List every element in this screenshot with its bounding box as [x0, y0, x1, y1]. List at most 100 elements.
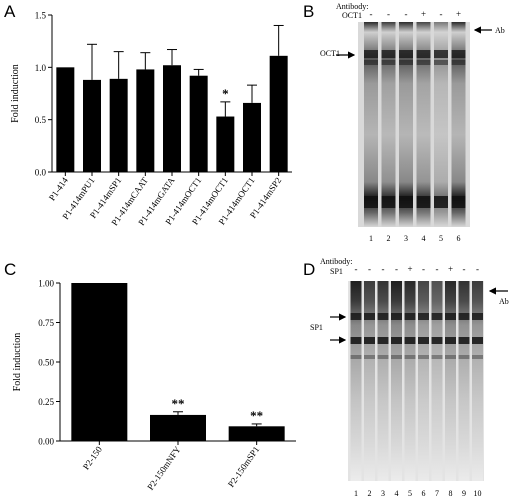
ab-label: Ab — [495, 26, 505, 35]
lane-sign: - — [405, 9, 408, 19]
lane-number: 1 — [354, 489, 358, 498]
lane-sign: - — [395, 264, 398, 274]
gel-lane — [377, 281, 389, 481]
gel-band — [381, 50, 396, 58]
gel-band — [458, 355, 470, 359]
gel-band — [418, 313, 429, 320]
y-tick-label: 1.5 — [35, 11, 47, 21]
lane-number: 6 — [422, 489, 426, 498]
lane-sign: + — [448, 264, 453, 274]
lane-number: 4 — [422, 234, 426, 243]
gel-band — [364, 50, 378, 58]
gel-band — [458, 337, 470, 344]
gel-band — [418, 337, 429, 344]
gel-band — [431, 355, 443, 359]
y-tick-label: 1.00 — [38, 279, 54, 289]
gel-band — [451, 60, 466, 65]
bar — [216, 116, 235, 172]
gel-band — [399, 60, 413, 65]
antibody-name: OCT1 — [342, 11, 362, 20]
y-tick-label: 0.50 — [38, 358, 54, 368]
lane-sign: - — [355, 264, 358, 274]
gel-band — [472, 355, 483, 359]
gel-lane — [416, 22, 431, 227]
lane-number: 8 — [449, 489, 453, 498]
gel-band — [451, 50, 466, 58]
y-tick-label: 0.75 — [38, 318, 54, 328]
gel-lane — [434, 22, 448, 227]
gel-band — [418, 355, 429, 359]
category-label: P2-150mSP1 — [226, 444, 261, 489]
gel-band — [364, 337, 375, 344]
gel-band — [472, 337, 483, 344]
lane-number: 3 — [404, 234, 408, 243]
panel-letter-a: A — [4, 2, 16, 21]
panel-letter-b: B — [303, 2, 315, 21]
bar — [83, 79, 101, 172]
gel-band — [472, 313, 483, 320]
gel-band — [399, 196, 413, 208]
lane-number: 2 — [368, 489, 372, 498]
lane-number: 10 — [474, 489, 482, 498]
panel-letter-c: C — [4, 260, 17, 279]
lane-sign: + — [421, 9, 426, 19]
gel-band — [381, 196, 396, 208]
gel-band — [391, 355, 402, 359]
gel-band — [434, 196, 448, 208]
lane-sign: - — [476, 264, 479, 274]
band-label-sp1: SP1 — [310, 323, 323, 332]
gel-lane — [445, 281, 456, 481]
antibody-label: Antibody: — [320, 257, 352, 266]
bar — [243, 102, 261, 172]
gel-band — [350, 313, 362, 320]
gel-lane — [458, 281, 470, 481]
gel-lane — [451, 22, 466, 227]
gel-band — [404, 355, 416, 359]
lane-sign: - — [436, 264, 439, 274]
bar — [109, 78, 128, 172]
gel-band — [404, 313, 416, 320]
gel-band — [416, 60, 431, 65]
bar — [71, 283, 128, 441]
gel-band — [391, 313, 402, 320]
lane-sign: - — [368, 264, 371, 274]
bar — [163, 65, 181, 172]
lane-number: 3 — [381, 489, 385, 498]
gel-band — [434, 50, 448, 58]
gel-band — [431, 313, 443, 320]
gel-lane — [364, 22, 378, 227]
gel-lane — [472, 281, 483, 481]
y-tick-label: 0.5 — [35, 115, 47, 125]
gel-band — [416, 50, 431, 58]
bar — [189, 75, 208, 172]
lane-sign: - — [387, 9, 390, 19]
gel-band — [391, 337, 402, 344]
antibody-name: SP1 — [330, 267, 343, 276]
gel-band — [404, 337, 416, 344]
lane-number: 7 — [435, 489, 439, 498]
bar — [56, 67, 75, 172]
gel-band — [377, 355, 389, 359]
lane-sign: - — [463, 264, 466, 274]
y-axis-label: Fold induction — [10, 64, 21, 123]
y-tick-label: 0.0 — [35, 168, 47, 178]
lane-number: 5 — [408, 489, 412, 498]
gel-band — [399, 50, 413, 58]
gel-band — [445, 337, 456, 344]
gel-band — [377, 337, 389, 344]
category-label: P2-150 — [81, 444, 104, 471]
lane-sign: - — [370, 9, 373, 19]
bar-chart-c: 0.00 0.25 0.50 0.75 1.00 Fold induction P2-150… — [12, 279, 296, 492]
y-tick-label: 0.00 — [38, 437, 54, 447]
bar — [228, 426, 285, 441]
gel-band — [350, 337, 362, 344]
gel-band — [364, 196, 378, 208]
gel-lane — [391, 281, 402, 481]
y-axis-label: Fold induction — [12, 333, 23, 392]
gel-band — [445, 313, 456, 320]
gel-band — [364, 313, 375, 320]
band-label-oct1: OCT1 — [320, 49, 340, 58]
significance-label: ** — [172, 396, 185, 411]
gel-band — [381, 60, 396, 65]
